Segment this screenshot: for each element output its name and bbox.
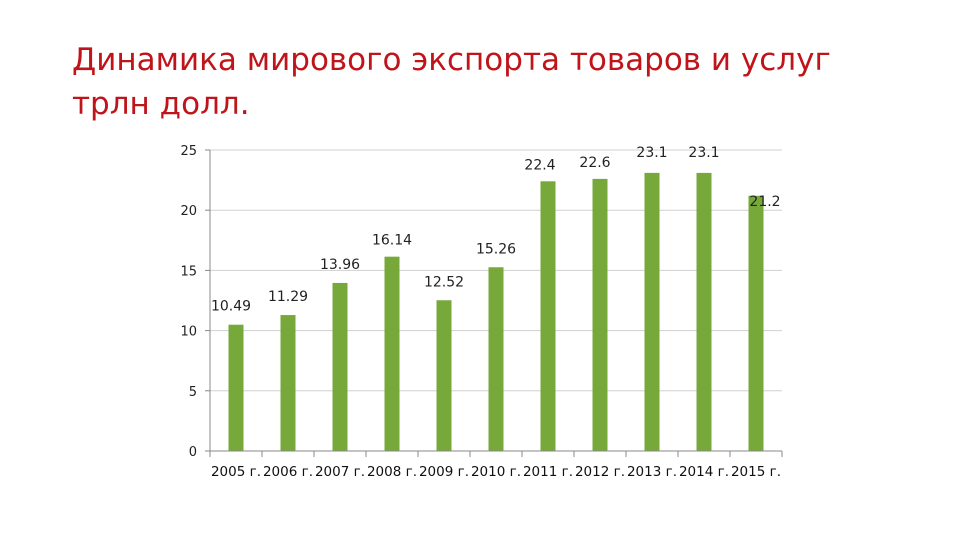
title-line-2: трлн долл.: [72, 86, 250, 122]
x-tick-label: 2012 г.: [575, 464, 625, 480]
x-tick-label: 2006 г.: [263, 464, 313, 480]
bar: [748, 195, 764, 451]
bar: [280, 315, 296, 451]
bar: [436, 300, 452, 451]
bar: [696, 172, 712, 451]
y-tick-label: 5: [189, 385, 197, 400]
x-tick-label: 2009 г.: [419, 464, 469, 480]
x-tick-label: 2008 г.: [367, 464, 417, 480]
bar: [592, 178, 608, 451]
x-tick-label: 2007 г.: [315, 464, 365, 480]
y-tick-label: 20: [180, 204, 197, 219]
y-tick-label: 0: [189, 445, 197, 460]
bar: [332, 282, 348, 451]
x-tick-label: 2005 г.: [211, 464, 261, 480]
y-tick-label: 10: [180, 325, 197, 340]
bar: [228, 324, 244, 451]
y-axis: 0 5 10 15 20 25: [180, 144, 211, 460]
bar: [384, 256, 400, 451]
bars: [228, 172, 764, 451]
x-tick-label: 2013 г.: [627, 464, 677, 480]
data-label: 23.1: [688, 145, 719, 161]
data-label: 16.14: [372, 233, 412, 249]
x-axis: 2005 г. 2006 г. 2007 г. 2008 г. 2009 г. 2010 …: [209, 450, 783, 480]
data-label: 12.52: [424, 274, 464, 290]
data-label: 23.1: [636, 145, 667, 161]
x-tick-label: 2011 г.: [523, 464, 573, 480]
y-tick-label: 25: [180, 144, 197, 159]
slide-title: Динамика мирового экспорта товаров и усл…: [72, 38, 932, 126]
y-tick-label: 15: [180, 264, 197, 279]
x-tick-label: 2014 г.: [679, 464, 729, 480]
bar: [540, 181, 556, 451]
data-label: 22.4: [524, 157, 555, 173]
data-label: 21.2: [749, 194, 780, 210]
bar: [488, 267, 504, 451]
x-tick-label: 2010 г.: [471, 464, 521, 480]
x-tick-label: 2015 г.: [731, 464, 781, 480]
data-label: 10.49: [211, 299, 251, 315]
data-label: 13.96: [320, 257, 360, 273]
data-labels: 10.49 11.29 13.96 16.14 12.52 15.26 22.4 22.6 23…: [211, 145, 781, 315]
data-label: 15.26: [476, 241, 516, 257]
data-label: 11.29: [268, 289, 308, 305]
data-label: 22.6: [579, 155, 610, 171]
title-line-1: Динамика мирового экспорта товаров и усл…: [72, 42, 831, 78]
bar: [644, 172, 660, 451]
